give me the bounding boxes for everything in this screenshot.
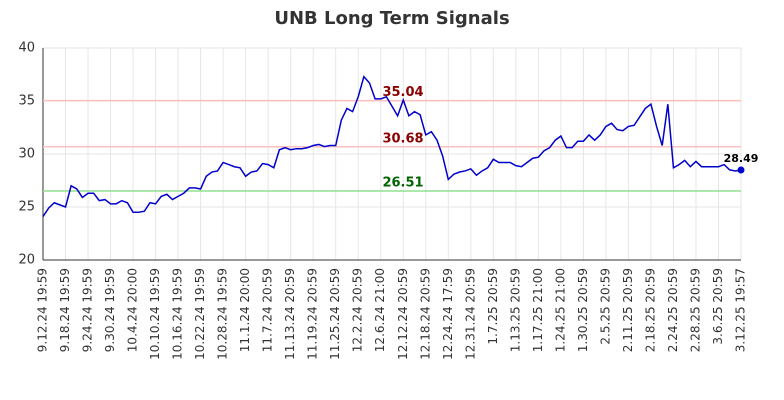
x-tick-label: 10.28.24 19:59 (216, 268, 230, 360)
signal-label: 35.04 (382, 85, 423, 100)
price-line (42, 75, 742, 217)
x-tick-label: 2.18.25 20:59 (643, 268, 657, 352)
x-tick-label: 2.28.25 20:59 (688, 268, 702, 352)
x-tick-label: 11.25.24 20:59 (328, 268, 342, 360)
x-tick-label: 9.18.24 19:59 (58, 268, 72, 352)
x-tick-label: 11.19.24 20:59 (306, 268, 320, 360)
x-tick-label: 11.7.24 20:59 (261, 268, 275, 352)
x-tick-label: 9.30.24 19:59 (103, 268, 117, 352)
y-tick-label: 20 (18, 253, 35, 268)
y-tick-label: 35 (18, 94, 35, 109)
signal-label: 26.51 (382, 175, 423, 190)
x-tick-label: 1.17.25 21:00 (531, 268, 545, 352)
y-tick-label: 25 (18, 200, 35, 215)
x-tick-label: 2.5.25 20:59 (598, 268, 612, 345)
x-tick-label: 9.24.24 19:59 (81, 268, 95, 352)
x-tick-label: 11.13.24 20:59 (283, 268, 297, 360)
x-tick-label: 1.7.25 20:59 (486, 268, 500, 345)
x-tick-label: 1.13.25 20:59 (508, 268, 522, 352)
x-tick-label: 3.6.25 20:59 (711, 268, 725, 345)
x-tick-label: 12.6.24 21:00 (373, 268, 387, 352)
x-tick-label: 12.24.24 17:59 (441, 268, 455, 360)
x-tick-label: 10.10.24 19:59 (148, 268, 162, 360)
x-tick-label: 12.18.24 20:59 (418, 268, 432, 360)
y-tick-label: 40 (18, 41, 35, 56)
x-tick-label: 1.30.25 20:59 (576, 268, 590, 352)
x-tick-label: 9.12.24 19:59 (36, 268, 50, 352)
x-tick-label: 12.2.24 20:59 (351, 268, 365, 352)
last-point (737, 166, 745, 174)
signal-label: 30.68 (382, 131, 423, 146)
x-tick-label: 10.4.24 20:00 (126, 268, 140, 352)
y-tick-label: 30 (18, 147, 35, 162)
x-tick-label: 1.24.25 21:00 (553, 268, 567, 352)
x-tick-label: 11.1.24 20:00 (238, 268, 252, 352)
chart-title: UNB Long Term Signals (274, 8, 509, 29)
last-value-label: 28.49 (724, 152, 759, 165)
x-tick-label: 10.22.24 19:59 (193, 268, 207, 360)
x-tick-label: 10.16.24 19:59 (171, 268, 185, 360)
x-tick-label: 2.24.25 20:59 (666, 268, 680, 352)
x-tick-label: 3.12.25 19:57 (734, 268, 748, 352)
x-tick-label: 2.11.25 20:59 (621, 268, 635, 352)
x-tick-label: 12.12.24 20:59 (396, 268, 410, 360)
x-tick-label: 12.31.24 20:59 (463, 268, 477, 360)
